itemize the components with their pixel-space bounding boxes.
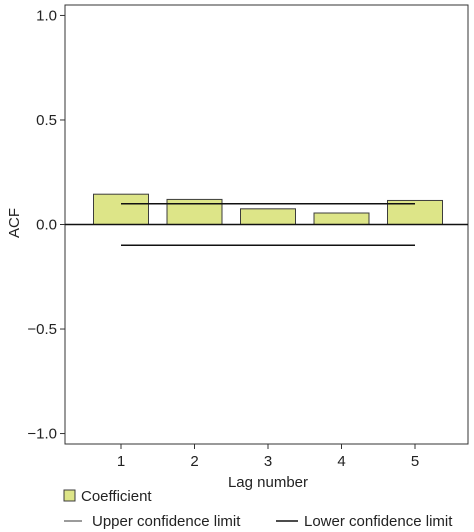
x-tick-label-1: 2	[190, 453, 198, 470]
x-tick-label-2: 3	[264, 453, 272, 470]
y-tick-label-1: −0.5	[27, 321, 57, 338]
x-axis-title: Lag number	[228, 474, 308, 491]
y-tick-label-2: 0.0	[36, 217, 57, 234]
legend-label-coefficient: Coefficient	[81, 488, 152, 505]
legend-item-upper-limit: Upper confidence limit	[64, 513, 241, 530]
legend: Coefficient Upper confidence limit Lower…	[63, 488, 453, 530]
y-axis-title: ACF	[6, 208, 23, 238]
legend-item-lower-limit: Lower confidence limit	[276, 513, 453, 530]
legend-label-lower-limit: Lower confidence limit	[304, 513, 453, 530]
y-tick-label-3: 0.5	[36, 112, 57, 129]
bar-lag-3	[240, 208, 296, 225]
x-tick-label-3: 4	[337, 453, 345, 470]
plot-area: −1.0 −0.5 0.0 0.5 1.0 1 2 3 4 5	[27, 4, 469, 470]
x-tick-label-4: 5	[411, 453, 419, 470]
x-tick-label-0: 1	[117, 453, 125, 470]
legend-label-upper-limit: Upper confidence limit	[92, 513, 241, 530]
y-tick-label-0: −1.0	[27, 426, 57, 443]
legend-swatch-coefficient	[63, 489, 76, 502]
bar-lag-4	[313, 212, 370, 225]
y-tick-label-4: 1.0	[36, 7, 57, 24]
legend-item-coefficient: Coefficient	[63, 488, 152, 505]
bar-lag-1	[93, 193, 149, 225]
